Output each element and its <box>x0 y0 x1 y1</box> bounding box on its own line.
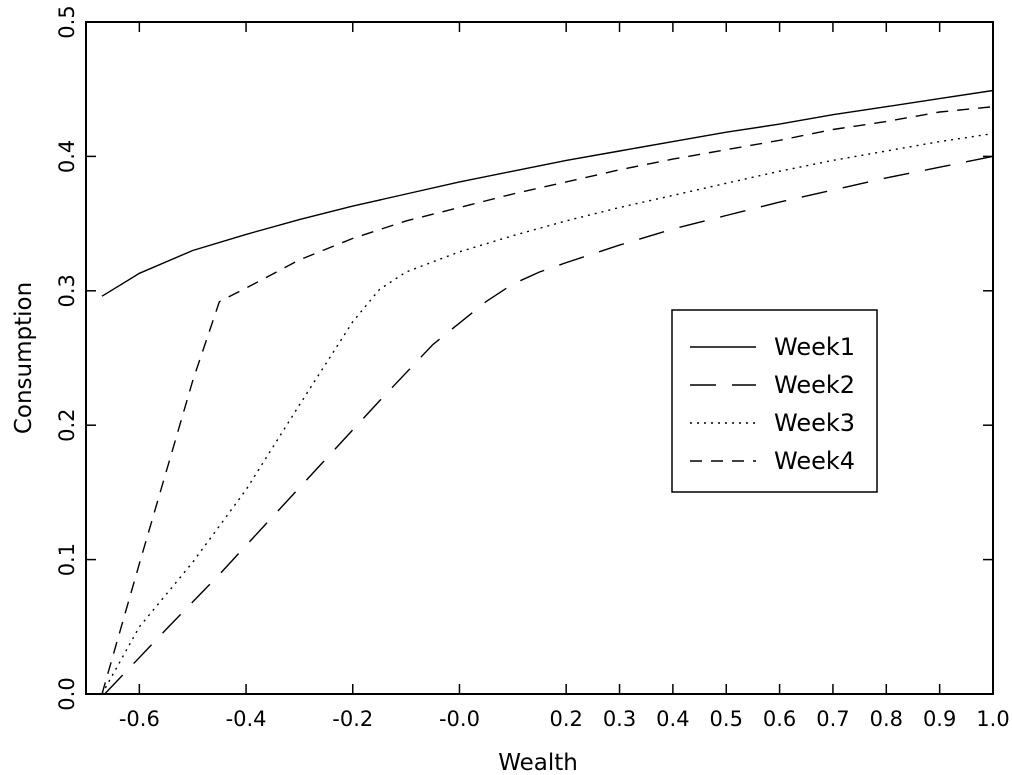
x-tick-label: 0.9 <box>923 707 956 731</box>
x-tick-label: 0.6 <box>763 707 796 731</box>
legend-label-week1: Week1 <box>774 333 855 361</box>
x-tick-label: -0.0 <box>439 707 480 731</box>
x-tick-label: 0.4 <box>656 707 689 731</box>
legend-label-week3: Week3 <box>774 409 855 437</box>
x-tick-label: 0.2 <box>549 707 582 731</box>
y-tick-label: 0.4 <box>55 140 79 173</box>
y-tick-label: 0.3 <box>55 274 79 307</box>
x-tick-label: -0.6 <box>119 707 160 731</box>
x-tick-label: -0.2 <box>332 707 373 731</box>
x-tick-label: 0.5 <box>710 707 743 731</box>
tick-marks <box>86 21 994 695</box>
series-line-week2 <box>104 155 994 695</box>
plot-frame <box>85 21 994 695</box>
x-tick-label: 0.3 <box>603 707 636 731</box>
x-tick-label: 0.7 <box>816 707 849 731</box>
legend-label-week2: Week2 <box>774 371 855 399</box>
series-lines <box>101 89 994 695</box>
y-tick-label: 0.5 <box>55 5 79 38</box>
y-axis-label: Consumption <box>11 282 37 434</box>
x-tick-label: 1.0 <box>976 707 1009 731</box>
y-tick-label: 0.2 <box>55 408 79 441</box>
y-tick-labels: 0.0 0.1 0.2 0.3 0.4 0.5 <box>55 5 79 710</box>
series-line-week4 <box>101 106 994 695</box>
x-tick-label: 0.8 <box>870 707 903 731</box>
y-tick-label: 0.1 <box>55 543 79 576</box>
legend: Week1 Week2 Week3 Week4 <box>671 309 878 493</box>
legend-label-week4: Week4 <box>774 447 855 475</box>
series-line-week1 <box>101 89 994 297</box>
legend-box <box>671 309 878 493</box>
x-axis-label: Wealth <box>498 750 578 775</box>
legend-items: Week1 Week2 Week3 Week4 <box>690 333 855 475</box>
y-tick-label: 0.0 <box>55 677 79 710</box>
x-tick-labels: -0.6 -0.4 -0.2 -0.0 0.2 0.3 0.4 0.5 0.6 0.7 0.8 0.9… <box>119 707 1010 731</box>
x-tick-label: -0.4 <box>226 707 267 731</box>
